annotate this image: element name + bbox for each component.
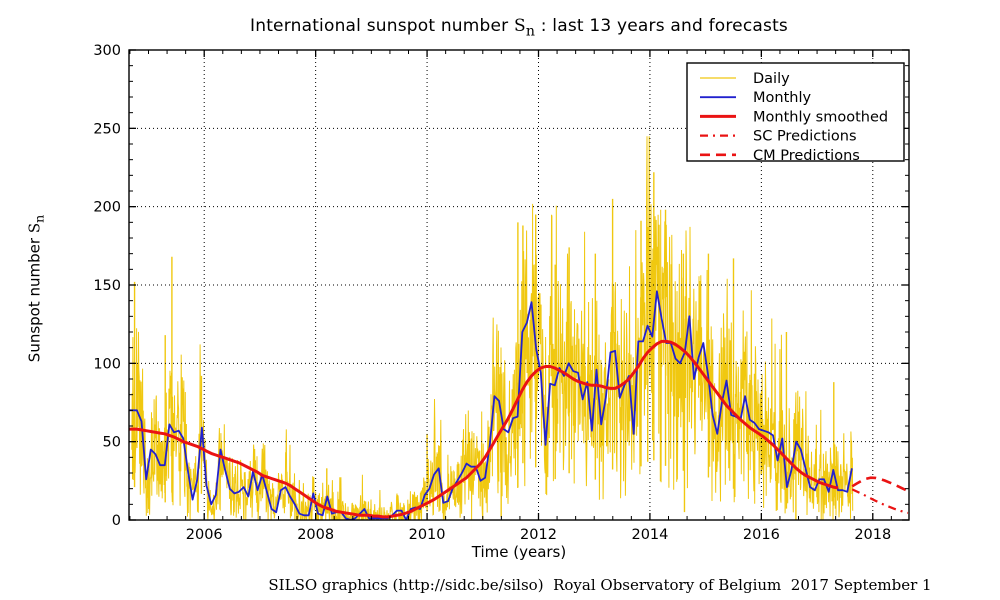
monthly-smoothed-series-line <box>129 339 839 519</box>
x-tick-label: 2008 <box>297 527 334 543</box>
title-symbol: S <box>513 16 526 36</box>
legend-item-label: CM Predictions <box>753 148 860 164</box>
y-tick-label: 200 <box>93 200 121 216</box>
x-tick-label: 2012 <box>520 527 557 543</box>
chart-title: International sunspot number Sn : last 1… <box>129 16 909 39</box>
x-tick-label: 2016 <box>743 527 780 543</box>
y-tick-label: 0 <box>112 513 121 529</box>
legend-item-label: Monthly smoothed <box>753 109 888 125</box>
monthly-series-line <box>129 290 853 520</box>
sc-predictions-line <box>851 488 909 515</box>
source-caption: SILSO graphics (http://sidc.be/silso) Ro… <box>268 576 932 594</box>
title-subscript: n <box>525 23 536 40</box>
y-tick-label: 250 <box>93 121 121 137</box>
legend-item-sc-predictions: SC Predictions <box>700 129 857 145</box>
y-tick-label: 150 <box>93 278 121 294</box>
cm-predictions-line <box>851 476 909 493</box>
legend-item-label: Monthly <box>753 90 811 106</box>
title-text: International sunspot number <box>250 16 514 36</box>
x-tick-label: 2006 <box>186 527 223 543</box>
y-tick-label: 50 <box>103 435 121 451</box>
plot-frame: 2006 2008 2010 2012 2014 2016 2018 0 50 100 150 200… <box>93 43 910 543</box>
legend-item-cm-predictions: CM Predictions <box>700 148 860 164</box>
legend-item-label: SC Predictions <box>753 129 857 145</box>
y-tick-label: 100 <box>93 356 121 372</box>
legend-item-daily: Daily <box>700 71 790 87</box>
x-axis-label: Time (years) <box>471 543 567 561</box>
x-tick-label: 2014 <box>631 527 668 543</box>
legend: Daily Monthly Monthly smoothed SC Predictio… <box>686 62 905 164</box>
legend-item-monthly: Monthly <box>700 90 811 106</box>
x-tick-label: 2010 <box>409 527 446 543</box>
y-tick-label: 300 <box>93 43 121 59</box>
title-suffix: : last 13 years and forecasts <box>535 16 788 36</box>
x-tick-label: 2018 <box>854 527 891 543</box>
data-series <box>129 290 909 520</box>
legend-item-monthly-smoothed: Monthly smoothed <box>700 109 888 125</box>
daily-series-line <box>131 136 854 520</box>
legend-box <box>686 62 905 162</box>
daily-series <box>131 136 854 520</box>
legend-item-label: Daily <box>753 71 790 87</box>
